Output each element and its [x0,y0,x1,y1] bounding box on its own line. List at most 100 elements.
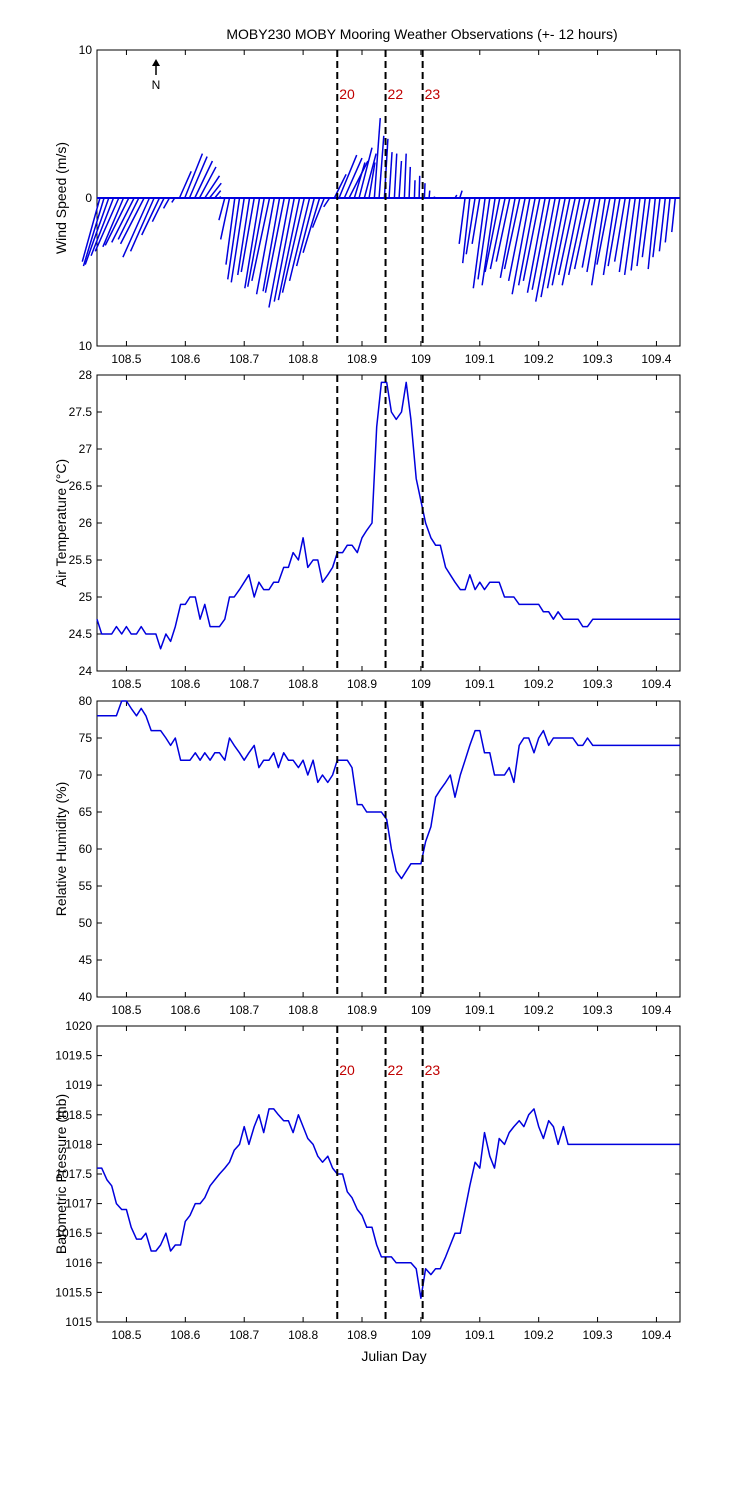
y-tick-label: 0 [85,191,92,205]
wind-vector [373,118,382,199]
x-tick-label: 109.1 [465,1003,495,1017]
y-tick-label: 60 [79,842,93,856]
wind-vector [102,197,125,248]
x-tick-label: 109.2 [524,1003,554,1017]
y-tick-label: 26.5 [69,479,93,493]
y-tick-label: 80 [79,694,93,708]
wind-vector [244,197,261,289]
x-tick-label: 109.1 [465,677,495,691]
wind-vector [218,197,226,221]
wind-vector [458,197,466,244]
wind-vector [184,153,204,199]
y-axis-label: Barometric Pressure (mb) [53,1094,69,1254]
x-tick-label: 109.4 [641,1328,671,1342]
y-tick-label: 65 [79,805,93,819]
wind-vector [363,153,377,199]
x-tick-label: 108.5 [111,1003,141,1017]
wind-vector [658,197,667,252]
event-label: 20 [339,86,355,102]
wind-vector [522,197,541,282]
figure-title: MOBY230 MOBY Mooring Weather Observation… [226,26,617,42]
wind-vector [129,197,155,252]
wind-vector [378,135,385,199]
x-tick-label: 108.5 [111,352,141,366]
y-tick-label: 40 [79,990,93,1004]
wind-vector [204,175,221,199]
x-tick-label: 109.3 [583,352,613,366]
wind-vector [188,156,208,199]
wind-vector [495,197,511,262]
wind-vector [499,197,516,279]
wind-vector [119,197,145,245]
wind-vector [226,197,241,280]
wind-vector [343,157,363,199]
wind-vector [664,197,671,243]
wind-vector [607,197,621,267]
wind-vector [602,197,616,276]
wind-vector [454,194,458,199]
wind-vector [255,197,275,295]
y-tick-label: 10 [79,339,93,353]
event-label: 23 [425,86,441,102]
wind-vector [418,175,421,199]
wind-vector [413,180,416,199]
y-tick-label: 10 [79,43,93,57]
x-tick-label: 109.4 [641,677,671,691]
y-tick-label: 1015 [65,1315,92,1329]
wind-vector [288,197,311,282]
x-tick-label: 108.5 [111,1328,141,1342]
wind-vector [546,197,566,289]
event-label: 22 [388,1062,404,1078]
wind-vector [383,138,389,199]
y-tick-label: 25 [79,590,93,604]
wind-vector [388,152,393,199]
x-tick-label: 109.2 [524,1328,554,1342]
wind-vector [122,197,151,258]
x-tick-label: 109 [411,352,431,366]
x-tick-label: 109.2 [524,677,554,691]
wind-vector [251,197,271,282]
y-tick-label: 55 [79,879,93,893]
wind-vector [348,160,369,199]
wind-vector [573,197,591,270]
x-tick-label: 109.1 [465,352,495,366]
y-tick-label: 27.5 [69,405,93,419]
x-tick-label: 108.7 [229,1003,259,1017]
x-axis-label: Julian Day [361,1348,426,1364]
y-tick-label: 27 [79,442,93,456]
y-tick-label: 1017.5 [55,1167,92,1181]
x-tick-label: 109.2 [524,352,554,366]
wind-vector [277,197,301,301]
wind-vector [507,197,526,282]
y-tick-label: 1020 [65,1019,92,1033]
wind-vector [302,197,321,253]
wind-vector [551,197,571,286]
wind-vector [484,197,501,273]
wind-vector [596,197,611,265]
wind-vector [526,197,546,293]
north-arrow-icon: N [152,59,160,92]
wind-vector [178,171,192,199]
y-tick-label: 25.5 [69,553,93,567]
wind-vector [84,197,110,265]
wind-vector [273,197,296,302]
x-tick-label: 108.6 [170,677,200,691]
x-tick-label: 108.7 [229,677,259,691]
wind-vector [358,147,373,199]
wind-vector [218,196,222,199]
panel-wind: 108.5 108.6 108.7 108.8 108.9 109 109.1 109.2 10… [53,43,681,366]
series-line-relative-humidity [97,700,680,880]
y-tick-label: 28 [79,368,93,382]
y-tick-label: 70 [79,768,93,782]
wind-vector [481,197,496,286]
wind-vector [477,197,491,280]
x-tick-label: 108.8 [288,1328,318,1342]
wind-vector [214,190,222,199]
wind-vector [368,162,376,199]
wind-vector [141,197,161,236]
wind-vector [393,153,398,199]
wind-vector [641,197,651,258]
x-tick-label: 109.4 [641,352,671,366]
x-tick-label: 108.9 [347,1328,377,1342]
